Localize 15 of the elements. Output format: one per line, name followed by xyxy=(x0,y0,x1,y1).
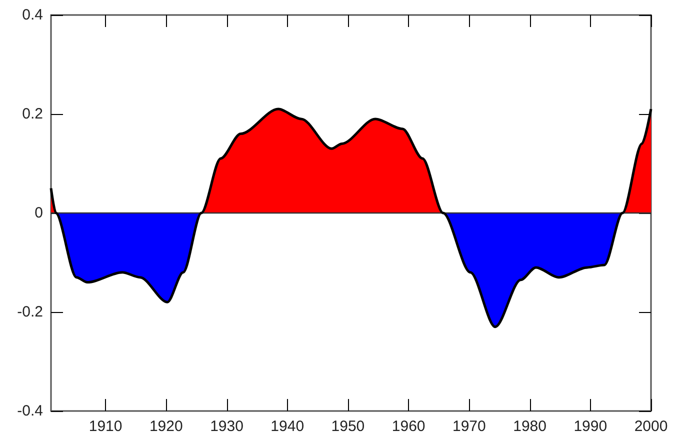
x-tick-label: 1930 xyxy=(210,418,244,435)
x-tick-label: 1910 xyxy=(88,418,122,435)
x-tick-label: 1940 xyxy=(270,418,304,435)
x-tick-label: 1990 xyxy=(574,418,608,435)
x-tick-label: 1950 xyxy=(331,418,365,435)
x-tick-label: 1960 xyxy=(392,418,426,435)
y-tick-label: 0.4 xyxy=(22,6,43,24)
x-tick-label: 1970 xyxy=(452,418,486,435)
x-tick-label: 1980 xyxy=(513,418,546,435)
y-tick-label: 0 xyxy=(34,204,43,222)
y-tick-label: -0.2 xyxy=(17,304,43,320)
x-tick-label: 2000 xyxy=(634,418,668,435)
y-tick-label: -0.4 xyxy=(17,402,43,420)
y-tick-label: 0.2 xyxy=(22,106,43,122)
x-tick-label: 1920 xyxy=(149,418,183,435)
